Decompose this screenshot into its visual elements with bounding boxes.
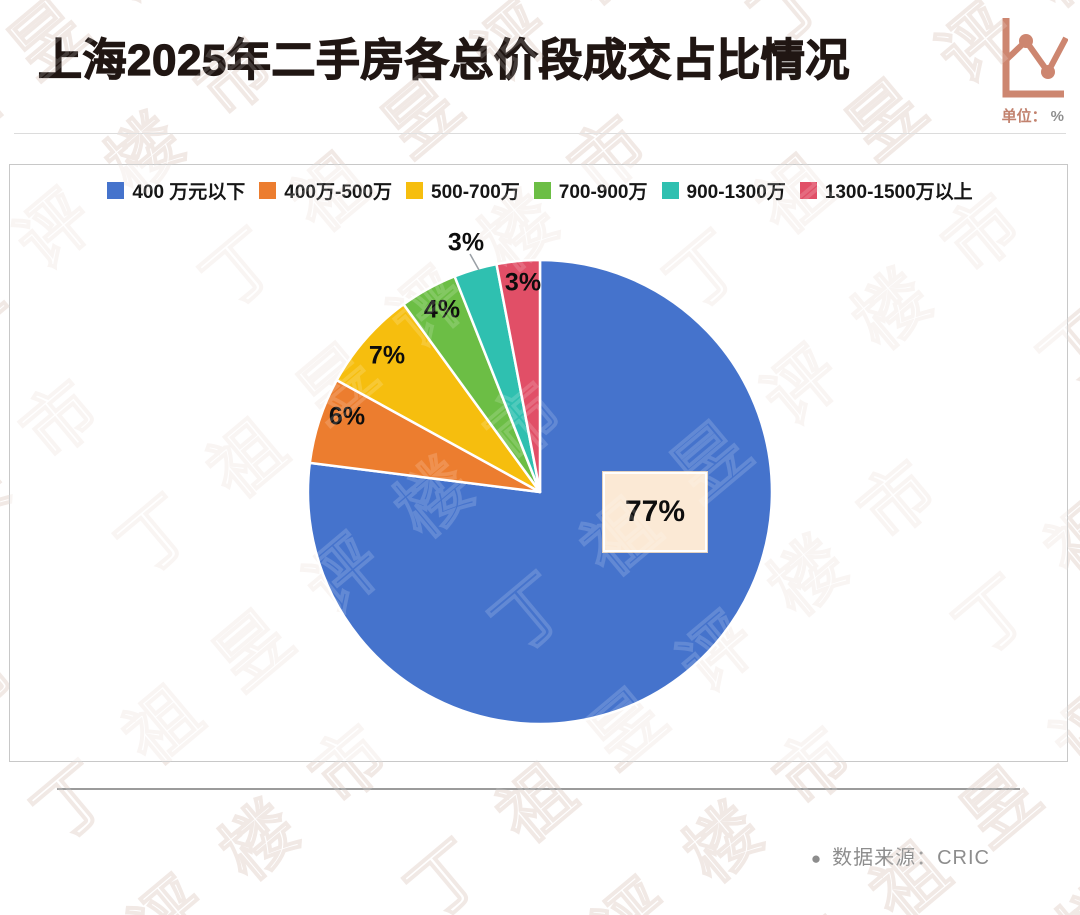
legend-swatch-icon [533,182,551,199]
slice-label-2: 7% [368,341,406,370]
legend-item-2: 500-700万 [406,177,520,204]
legend-item-3: 700-900万 [533,177,648,204]
legend-label: 700-900万 [558,182,648,203]
legend-item-1: 400万-500万 [259,177,392,204]
slice-label-1: 6% [328,402,366,431]
legend-label: 400 万元以下 [132,182,246,203]
pie-slice-2 [335,303,542,494]
slice-label-4: 3% [447,228,485,257]
legend-label: 900-1300万 [686,182,786,203]
data-source-text: 数据来源：CRIC [832,847,990,869]
pie-slice-0 [306,258,774,726]
legend-label: 500-700万 [431,182,520,203]
slice-label-5: 3% [504,268,542,297]
footer-divider [57,788,1020,790]
slice-label-0: 77% [602,471,708,553]
chart-legend: 400 万元以下 400万-500万 500-700万 700-900万 900-130… [0,177,1080,204]
label-leader-line [469,253,480,271]
legend-item-5: 1300-1500万以上 [799,177,973,204]
slice-label-3: 4% [423,295,461,324]
pie-slice-5 [495,258,542,494]
legend-swatch-icon [406,182,424,199]
legend-swatch-icon [661,182,679,199]
unit-indicator: 单位：% [960,105,1064,126]
legend-label: 400万-500万 [284,182,393,203]
unit-value: % [1050,108,1064,125]
line-chart-icon [1002,18,1068,98]
page-title: 上海2025年二手房各总价段成交占比情况 [37,35,850,85]
header-divider [14,133,1066,134]
legend-swatch-icon [799,182,817,199]
legend-swatch-icon [107,182,125,199]
pie-chart [280,232,800,752]
legend-item-4: 900-1300万 [661,177,786,204]
legend-item-0: 400 万元以下 [107,177,245,204]
legend-label: 1300-1500万以上 [824,182,973,203]
data-source: ● 数据来源：CRIC [811,841,990,870]
legend-swatch-icon [259,182,277,199]
unit-label: 单位： [1001,108,1047,125]
bullet-icon: ● [810,849,823,868]
